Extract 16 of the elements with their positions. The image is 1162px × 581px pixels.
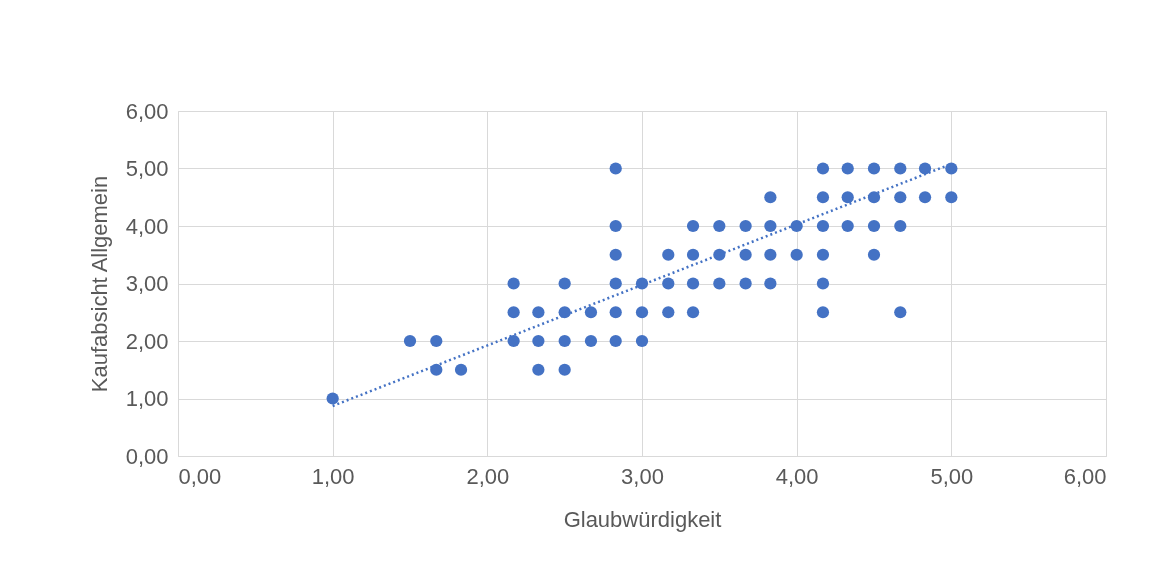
y-tick-label: 6,00 bbox=[125, 98, 169, 124]
x-tick-label: 4,00 bbox=[775, 463, 819, 489]
y-tick-label: 5,00 bbox=[125, 156, 169, 181]
y-tick-label: 3,00 bbox=[125, 271, 169, 296]
y-tick-label: 1,00 bbox=[125, 386, 169, 411]
x-tick-label: 0,00 bbox=[178, 463, 222, 489]
x-axis-title: Glaubwürdigkeit bbox=[563, 506, 722, 532]
y-tick-label: 2,00 bbox=[125, 328, 169, 354]
x-tick-label: 2,00 bbox=[466, 463, 510, 489]
x-tick-label: 5,00 bbox=[930, 463, 974, 489]
x-tick-label: 3,00 bbox=[621, 463, 664, 489]
y-tick-label: 0,00 bbox=[125, 443, 169, 469]
x-tick-label: 1,00 bbox=[311, 463, 355, 489]
y-tick-label: 4,00 bbox=[125, 213, 169, 239]
y-axis-title: Kaufabsicht Allgemein bbox=[86, 175, 112, 393]
x-tick-label: 6,00 bbox=[1063, 463, 1107, 489]
